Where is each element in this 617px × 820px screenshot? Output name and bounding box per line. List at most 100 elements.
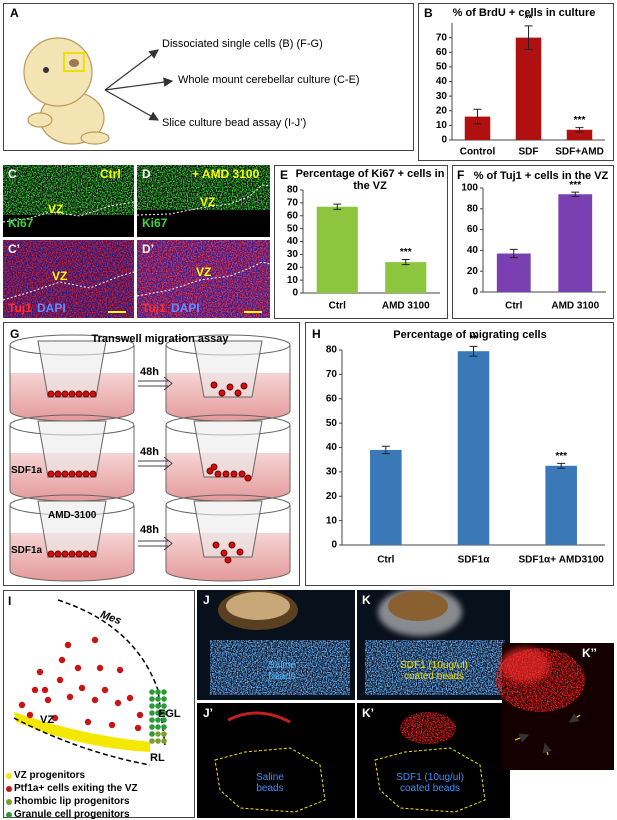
y-tick-label: 20: [467, 266, 479, 277]
significance: ***: [555, 451, 567, 462]
region: VZ: [52, 269, 68, 283]
cell: [54, 470, 62, 478]
granule-cell: [161, 710, 167, 716]
chart-title: Percentage of Ki67 + cells in the VZ: [295, 168, 445, 193]
y-tick-label: 70: [436, 32, 448, 43]
y-tick-label: 50: [326, 418, 338, 429]
cell: [82, 470, 90, 478]
y-tick-label: 10: [436, 120, 448, 131]
legend-dot: [6, 812, 12, 818]
cell: [244, 474, 252, 482]
bar: [558, 194, 593, 292]
ptf1a-cell: [114, 699, 122, 707]
y-tick-label: 70: [326, 369, 338, 380]
panel-label: K: [362, 593, 371, 607]
cell: [206, 467, 214, 475]
bar: [385, 262, 427, 293]
y-tick-label: 0: [472, 287, 478, 298]
cell: [214, 470, 222, 478]
cell: [230, 470, 238, 478]
ptf1a-cell: [64, 641, 72, 649]
granule-cell: [155, 738, 161, 744]
bar: [515, 37, 542, 140]
ptf1a-cell: [36, 668, 44, 676]
granule-cell: [149, 717, 155, 723]
marker: DAPI: [171, 301, 200, 315]
significance: ***: [400, 247, 412, 258]
granule-cell: [161, 703, 167, 709]
x-tick-label: Control: [460, 147, 496, 158]
ptf1a-cell: [66, 693, 74, 701]
legend-dot: [6, 773, 12, 779]
cell: [89, 550, 97, 558]
ptf1a-cell: [126, 694, 134, 702]
region-label: VZ: [40, 714, 55, 726]
chart-title: Percentage of migrating cells: [393, 329, 547, 341]
legend-dot: [6, 799, 12, 805]
x-tick-label: AMD 3100: [382, 301, 430, 312]
cell: [61, 470, 69, 478]
cell: [82, 550, 90, 558]
inhibitor: AMD-3100: [48, 510, 97, 521]
cell: [75, 390, 83, 398]
ptf1a-cell: [26, 711, 34, 719]
granule-cell: [161, 689, 167, 695]
insert: [37, 340, 107, 398]
ptf1a-cell: [74, 664, 82, 672]
cell: [68, 390, 76, 398]
error-bar: [571, 191, 580, 197]
route-text: Slice culture bead assay (I-J’): [162, 117, 307, 129]
cell: [218, 389, 226, 397]
y-tick-label: 0: [441, 135, 447, 146]
granule-cell: [161, 731, 167, 737]
panel-label: I: [8, 594, 12, 608]
ptf1a-cell: [91, 636, 99, 644]
route-text: Dissociated single cells (B) (F-G): [162, 38, 323, 50]
y-tick-label: 60: [287, 210, 299, 221]
x-tick-label: Ctrl: [505, 301, 522, 312]
error-bar: [575, 127, 584, 133]
cell: [234, 389, 242, 397]
cell: [212, 541, 220, 549]
granule-cell: [149, 738, 155, 744]
ptf1a-cell: [108, 721, 116, 729]
y-tick-label: 0: [331, 540, 337, 551]
error-bar: [473, 108, 482, 125]
region: VZ: [200, 195, 216, 209]
cell: [75, 470, 83, 478]
x-tick-label: Ctrl: [329, 301, 346, 312]
panel-label: J: [203, 593, 210, 607]
significance: ***: [569, 180, 581, 191]
insert: [37, 500, 107, 558]
cell: [54, 550, 62, 558]
cell: [240, 382, 248, 390]
granule-cell: [149, 703, 155, 709]
x-tick-label: SDF+AMD: [555, 147, 604, 158]
cell: [47, 390, 55, 398]
significance: **: [525, 14, 533, 25]
marker: Ki67: [8, 216, 34, 230]
cell: [89, 470, 97, 478]
y-tick-label: 30: [287, 249, 299, 260]
insert: [193, 500, 263, 558]
bar: [464, 116, 491, 140]
cell: [61, 390, 69, 398]
y-tick-label: 40: [326, 442, 338, 453]
panel-label: B: [424, 6, 433, 20]
bead-label: SDF1 (10ug/ul) coated beads: [396, 772, 464, 794]
process-arrow: [138, 536, 173, 551]
granule-cell: [155, 689, 161, 695]
panel-label: H: [312, 327, 321, 341]
legend-text: Granule cell progenitors: [14, 809, 130, 820]
cell: [226, 383, 234, 391]
embryo: [23, 37, 110, 145]
bead-label: Saline beads: [268, 660, 296, 682]
y-tick-label: 60: [436, 47, 448, 58]
dish-wall: [9, 505, 135, 582]
ptf1a-cell: [44, 696, 52, 704]
panel-label: G: [10, 327, 20, 341]
insert: [37, 420, 107, 478]
cell: [228, 541, 236, 549]
y-tick-label: 30: [326, 467, 338, 478]
